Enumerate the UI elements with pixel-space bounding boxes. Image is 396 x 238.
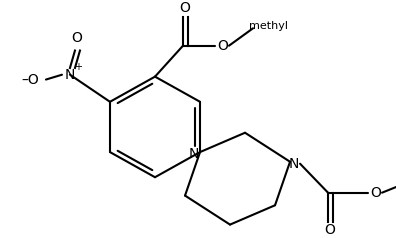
Text: O: O — [72, 31, 82, 45]
Text: +: + — [74, 62, 82, 72]
Text: N: N — [65, 68, 75, 82]
Text: N: N — [189, 147, 199, 161]
Text: O: O — [371, 186, 381, 200]
Text: O: O — [179, 1, 190, 15]
Text: O: O — [325, 223, 335, 238]
Text: methyl: methyl — [249, 21, 289, 31]
Text: O: O — [217, 39, 228, 53]
Text: N: N — [289, 157, 299, 171]
Text: –O: –O — [21, 73, 39, 87]
